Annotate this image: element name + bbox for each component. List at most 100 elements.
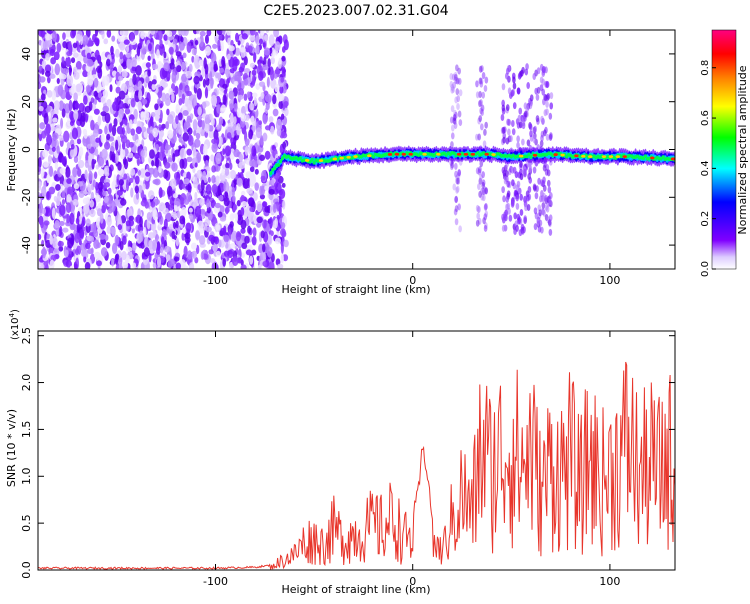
noise-blob [98, 91, 103, 99]
noise-blob [200, 179, 205, 191]
noise-blob [205, 226, 212, 233]
noise-blob [51, 146, 56, 152]
noise-blob [85, 218, 91, 227]
y-tick-label: 0.5 [20, 514, 33, 532]
noise-blob [170, 58, 175, 66]
noise-blob [197, 118, 203, 128]
disturbance-blob [528, 161, 532, 169]
disturbance-blob [450, 132, 455, 140]
noise-blob [84, 261, 91, 269]
signal-peak [346, 155, 351, 159]
noise-blob [42, 246, 47, 259]
noise-blob [78, 190, 85, 199]
noise-blob [204, 45, 211, 56]
noise-blob [262, 64, 269, 71]
noise-blob [137, 170, 142, 176]
noise-blob [254, 182, 259, 191]
noise-blob [59, 167, 66, 175]
noise-blob [93, 251, 101, 259]
noise-blob [48, 186, 56, 195]
disturbance-blob [457, 110, 462, 118]
noise-blob [175, 115, 179, 125]
noise-blob [234, 47, 241, 56]
disturbance-blob [511, 179, 515, 187]
noise-blob [194, 162, 198, 168]
disturbance-blob [451, 73, 456, 81]
noise-blob [169, 178, 177, 190]
noise-blob [104, 141, 111, 150]
noise-blob [125, 52, 132, 59]
disturbance-blob [479, 174, 483, 182]
noise-blob [183, 121, 191, 129]
noise-blob [100, 96, 107, 104]
noise-blob [143, 110, 150, 121]
noise-blob [186, 156, 193, 163]
snr-series-line [38, 361, 675, 570]
noise-blob [60, 117, 64, 129]
disturbance-blob [501, 166, 506, 174]
colorbar-ticks: 0.0 0.2 0.4 0.6 0.8 [700, 60, 716, 277]
signal-peak [463, 152, 469, 156]
noise-blob [46, 190, 50, 200]
disturbance-blob [450, 83, 455, 91]
noise-blob [224, 190, 229, 199]
disturbance-blob [480, 193, 484, 201]
disturbance-blob [536, 86, 541, 94]
noise-blob [78, 146, 84, 157]
noise-blob [260, 92, 265, 100]
disturbance-blob [516, 87, 521, 95]
noise-blob [178, 135, 183, 143]
noise-blob [199, 208, 206, 215]
noise-blob [89, 236, 95, 242]
noise-blob [241, 33, 248, 40]
noise-blob [61, 156, 66, 165]
noise-blob [74, 102, 80, 109]
noise-blob [57, 84, 64, 96]
noise-blob [123, 173, 128, 180]
noise-blob [38, 166, 41, 172]
noise-blob [231, 256, 239, 267]
spectrogram-y-ticks: -40 -20 0 20 40 [20, 47, 675, 254]
noise-blob [133, 118, 138, 125]
noise-blob [106, 225, 112, 234]
snr-y-multiplier-label: (x104) [8, 309, 21, 340]
noise-blob [152, 127, 159, 138]
noise-blob [124, 108, 131, 115]
noise-blob [155, 143, 159, 150]
noise-blob [210, 258, 216, 264]
noise-blob [87, 183, 92, 193]
noise-blob [260, 251, 267, 263]
noise-blob [73, 183, 80, 190]
disturbance-blob [524, 68, 529, 76]
noise-blob [54, 108, 59, 116]
noise-blob [197, 106, 202, 116]
disturbance-blob [533, 223, 538, 231]
noise-blob [69, 212, 75, 225]
signal-peak [574, 154, 579, 158]
noise-blob [111, 70, 117, 77]
noise-blob [41, 59, 47, 70]
disturbance-blob [482, 217, 486, 225]
noise-blob [145, 76, 150, 84]
noise-blob [86, 52, 92, 60]
noise-blob [166, 108, 170, 116]
noise-blob [79, 115, 86, 128]
noise-blob [110, 227, 116, 235]
noise-blob [236, 177, 243, 187]
noise-blob [89, 208, 96, 218]
disturbance-blob [479, 77, 484, 85]
snr-x-label: Height of straight line (km) [281, 583, 430, 596]
noise-blob [251, 74, 256, 87]
noise-blob [68, 99, 73, 112]
noise-blob [87, 154, 94, 161]
disturbance-blob [545, 100, 549, 108]
noise-blob [175, 237, 180, 247]
noise-blob [270, 57, 275, 65]
disturbance-blob [540, 115, 544, 123]
colorbar: 0.0 0.2 0.4 0.6 0.8 Normalized spectral ampl… [700, 29, 749, 277]
noise-blob [204, 87, 209, 99]
noise-blob [216, 124, 220, 130]
noise-blob [101, 148, 108, 160]
noise-blob [249, 255, 254, 265]
noise-blob [104, 112, 111, 124]
